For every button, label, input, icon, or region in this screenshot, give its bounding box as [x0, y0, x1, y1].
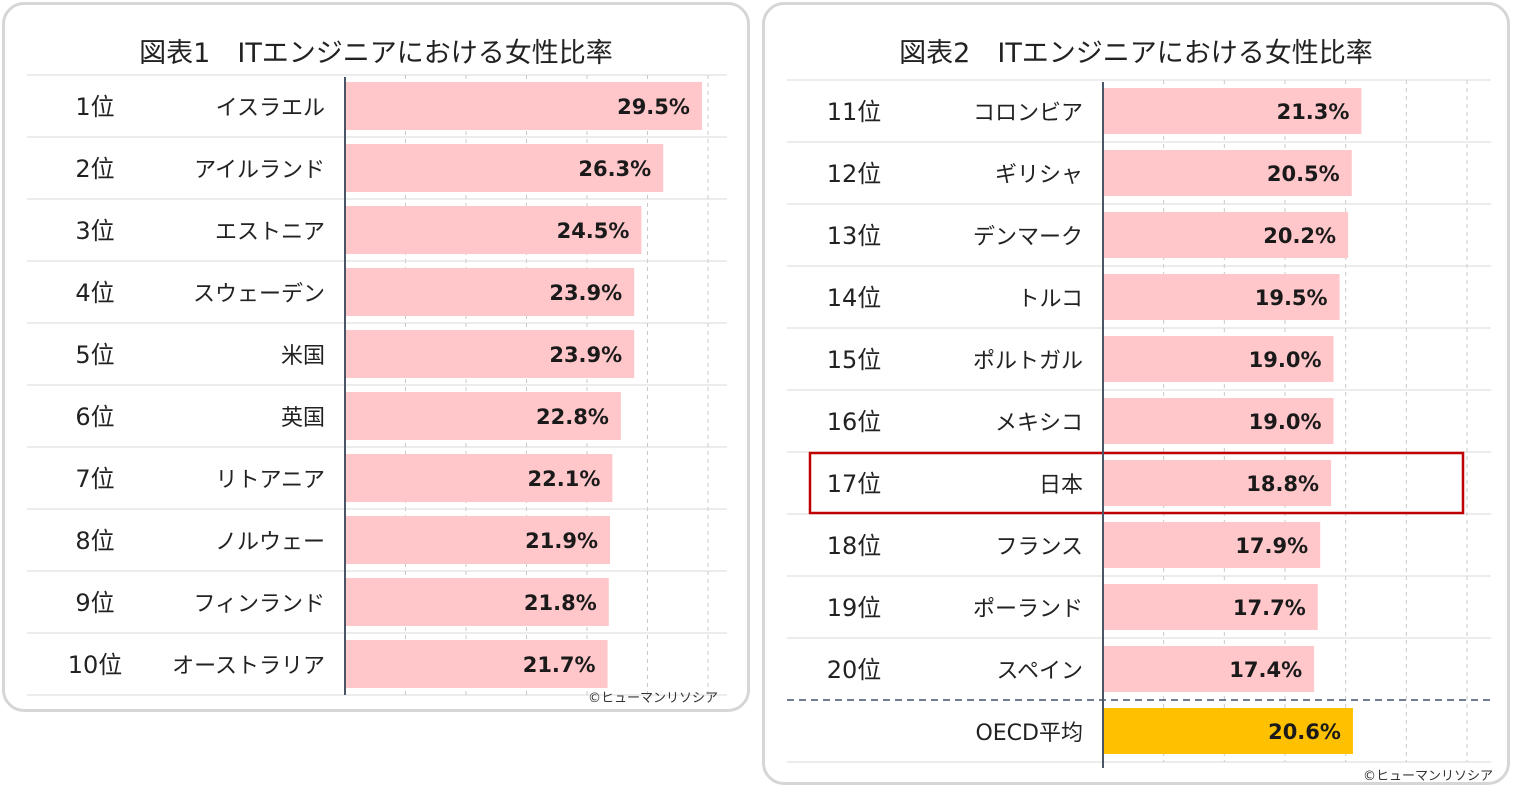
rank-label: 4位 [75, 279, 114, 307]
rank-label: 13位 [827, 222, 882, 250]
bar [1103, 460, 1332, 506]
bar-value-label: 23.9% [549, 343, 622, 367]
rank-label: 6位 [75, 403, 114, 431]
chart-panel-2: 図表2 ITエンジニアにおける女性比率 21.3% 11位 コロンビア 20.5% 12… [762, 2, 1510, 785]
country-label: アイルランド [194, 158, 325, 183]
average-bar [1103, 708, 1353, 754]
bar [345, 330, 635, 378]
country-label: フィンランド [193, 592, 325, 617]
bar-value-label: 21.9% [525, 529, 598, 553]
country-label: ギリシャ [995, 163, 1083, 188]
bar [1103, 398, 1334, 444]
bar [345, 578, 609, 626]
bar-value-label: 20.2% [1263, 224, 1336, 248]
rank-label: 3位 [75, 217, 114, 245]
bar [1103, 646, 1315, 692]
copyright-label-2: ©ヒューマンリソシア [1363, 769, 1494, 784]
country-label: オーストラリア [172, 654, 325, 679]
bar-value-label: 21.8% [524, 591, 597, 615]
bar-value-label: 17.7% [1233, 596, 1306, 620]
country-label: デンマーク [973, 225, 1083, 250]
country-label: フランス [995, 535, 1083, 560]
rank-label: 18位 [827, 532, 882, 560]
bar-value-label: 19.0% [1249, 348, 1322, 372]
rank-label: 10位 [68, 651, 123, 679]
rank-label: 15位 [827, 346, 882, 374]
bar-chart-2: 21.3% 11位 コロンビア 20.5% 12位 ギリシャ 20.2% 13位 デンマーク 19… [787, 79, 1491, 768]
bar [1103, 212, 1349, 258]
country-label: コロンビア [973, 101, 1083, 126]
rank-label: 9位 [75, 589, 114, 617]
rank-label: 19位 [827, 594, 882, 622]
bar-value-label: 22.8% [536, 405, 609, 429]
bar [345, 206, 642, 254]
bar-value-label: 20.6% [1268, 720, 1341, 744]
country-label: エストニア [215, 220, 325, 245]
rank-label: 14位 [827, 284, 882, 312]
bar [1103, 584, 1318, 630]
bar-value-label: 19.0% [1249, 410, 1322, 434]
bar [345, 640, 608, 688]
bar [345, 454, 613, 502]
bar [1103, 274, 1340, 320]
bar-value-label: 29.5% [617, 95, 690, 119]
country-label: トルコ [1017, 287, 1083, 312]
country-label: イスラエル [216, 96, 325, 121]
bar-value-label: 17.9% [1235, 534, 1308, 558]
bar-value-label: 21.7% [523, 653, 596, 677]
rank-label: 7位 [75, 465, 114, 493]
bar-value-label: 23.9% [549, 281, 622, 305]
rank-label: 8位 [75, 527, 114, 555]
bar-value-label: 18.8% [1246, 472, 1319, 496]
rank-label: 17位 [827, 470, 882, 498]
country-label: 英国 [281, 406, 325, 431]
bar [345, 268, 635, 316]
country-label: 日本 [1039, 473, 1083, 498]
bar-value-label: 22.1% [528, 467, 601, 491]
rank-label: 11位 [827, 98, 882, 126]
bar [345, 82, 702, 130]
bar-chart-1: 29.5% 1位 イスラエル 26.3% 2位 アイルランド 24.5% 3位 エストニア 23.… [27, 74, 727, 696]
bar [1103, 336, 1334, 382]
rank-label: 1位 [75, 93, 114, 121]
highlight-box [808, 451, 1465, 515]
country-label: 米国 [281, 344, 325, 369]
bar [345, 144, 664, 192]
bar-value-label: 24.5% [557, 219, 630, 243]
country-label: ポーランド [973, 597, 1083, 622]
rank-label: 12位 [827, 160, 882, 188]
bar [345, 516, 610, 564]
bar [345, 392, 621, 440]
country-label: OECD平均 [975, 721, 1083, 746]
country-label: リトアニア [215, 468, 325, 493]
bar-value-label: 26.3% [578, 157, 651, 181]
bar [1103, 150, 1352, 196]
chart-panel-1: 図表1 ITエンジニアにおける女性比率 29.5% 1位 イスラエル 26.3% 2位 ア… [2, 2, 750, 712]
country-label: スウェーデン [193, 282, 325, 307]
rank-label: 5位 [75, 341, 114, 369]
bar [1103, 88, 1362, 134]
rank-label: 20位 [827, 656, 882, 684]
rank-label: 2位 [75, 155, 114, 183]
bar-value-label: 21.3% [1277, 100, 1350, 124]
rank-label: 16位 [827, 408, 882, 436]
copyright-label-1: ©ヒューマンリソシア [588, 691, 719, 706]
country-label: スペイン [997, 659, 1083, 684]
bar-value-label: 17.4% [1229, 658, 1302, 682]
country-label: ノルウェー [215, 530, 325, 555]
country-label: ポルトガル [973, 349, 1083, 374]
chart-title-1: 図表1 ITエンジニアにおける女性比率 [139, 38, 613, 69]
country-label: メキシコ [995, 411, 1083, 436]
bar [1103, 522, 1321, 568]
bar-value-label: 20.5% [1267, 162, 1340, 186]
bar-value-label: 19.5% [1255, 286, 1328, 310]
chart-title-2: 図表2 ITエンジニアにおける女性比率 [899, 38, 1373, 69]
